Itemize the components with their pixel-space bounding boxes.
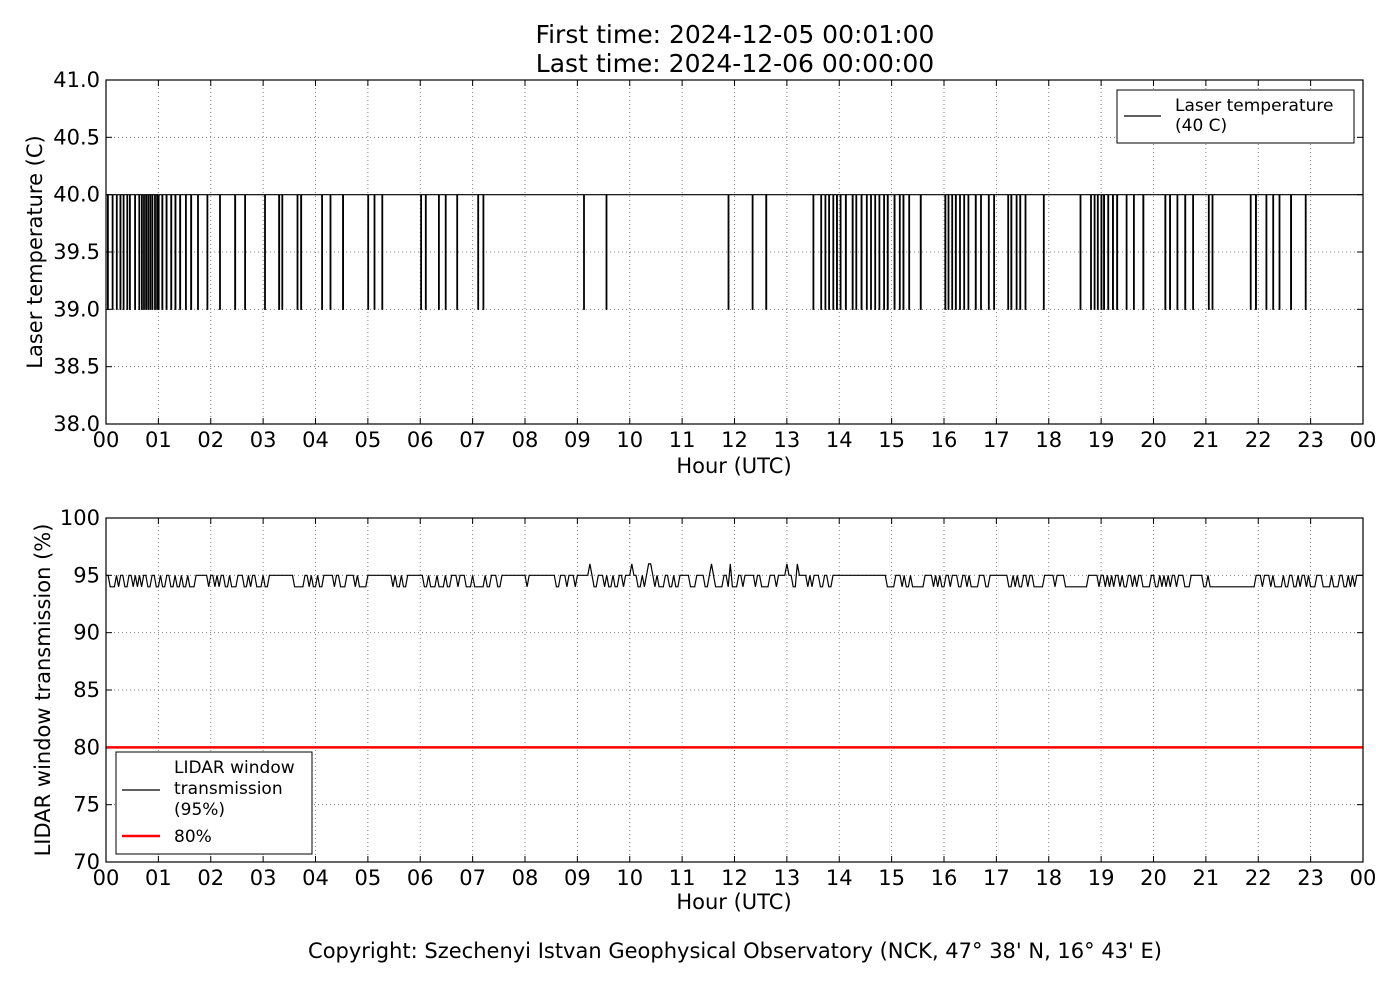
x-tick-label: 03 (250, 866, 277, 890)
x-tick-label: 19 (1088, 866, 1115, 890)
y-tick-label: 39.5 (53, 240, 100, 264)
x-tick-label: 00 (1350, 428, 1377, 452)
legend-label-line-3: (95%) (174, 800, 225, 820)
x-tick-label: 06 (407, 866, 434, 890)
x-tick-label: 07 (459, 428, 486, 452)
x-tick-label: 04 (302, 428, 329, 452)
x-tick-label: 10 (616, 428, 643, 452)
x-tick-label: 16 (931, 866, 958, 890)
x-tick-label: 21 (1193, 428, 1220, 452)
y-tick-label: 38.5 (53, 355, 100, 379)
legend-threshold-label: 80% (174, 827, 212, 847)
laser-temperature-panel: 00 01 02 03 04 05 06 07 08 09 10 11 12 13 14 15 16 17 18 19… (23, 68, 1376, 478)
x-tick-label: 13 (774, 866, 801, 890)
y-axis-label: LIDAR window transmission (%) (31, 524, 55, 857)
y-tick-label: 85 (73, 678, 100, 702)
x-tick-label: 00 (93, 428, 120, 452)
x-tick-label: 14 (826, 866, 853, 890)
legend-label-line-1: Laser temperature (1175, 96, 1333, 116)
x-tick-label: 12 (721, 866, 748, 890)
title-line-1: First time: 2024-12-05 00:01:00 (536, 20, 935, 49)
x-tick-label: 22 (1245, 428, 1272, 452)
x-tick-label: 05 (355, 866, 382, 890)
x-tick-label: 01 (145, 866, 172, 890)
y-tick-label: 100 (60, 506, 100, 530)
y-tick-label: 41.0 (53, 68, 100, 92)
x-tick-label: 10 (616, 866, 643, 890)
lidar-transmission-panel: 00 01 02 03 04 05 06 07 08 09 10 11 12 13 14 15 16 17 18 19… (31, 506, 1376, 914)
x-tick-label: 03 (250, 428, 277, 452)
x-tick-label: 04 (302, 866, 329, 890)
x-tick-label: 15 (878, 866, 905, 890)
y-tick-label: 38.0 (53, 412, 100, 436)
x-tick-label: 01 (145, 428, 172, 452)
y-tick-labels: 38.0 38.5 39.0 39.5 40.0 40.5 41.0 (53, 68, 100, 436)
x-tick-label: 14 (826, 428, 853, 452)
legend: Laser temperature (40 C) (1116, 89, 1355, 144)
x-tick-label: 15 (878, 428, 905, 452)
x-tick-label: 09 (564, 866, 591, 890)
x-tick-label: 11 (669, 866, 696, 890)
laser-temperature-line (106, 194, 1363, 310)
legend-label: LIDAR window transmission (95%) (174, 758, 300, 820)
y-axis-label: Laser temperature (C) (23, 135, 47, 368)
copyright-footer: Copyright: Szechenyi Istvan Geophysical … (308, 939, 1162, 963)
x-tick-label: 21 (1193, 866, 1220, 890)
x-axis-label: Hour (UTC) (676, 454, 791, 478)
x-tick-label: 13 (774, 428, 801, 452)
x-tick-label: 18 (1035, 428, 1062, 452)
x-tick-label: 00 (93, 866, 120, 890)
y-tick-label: 95 (73, 563, 100, 587)
x-tick-label: 19 (1088, 428, 1115, 452)
lidar-transmission-line (106, 563, 1363, 588)
y-tick-label: 70 (73, 850, 100, 874)
y-tick-label: 90 (73, 621, 100, 645)
x-tick-label: 09 (564, 428, 591, 452)
y-tick-label: 40.5 (53, 125, 100, 149)
x-tick-label: 06 (407, 428, 434, 452)
x-tick-labels: 00 01 02 03 04 05 06 07 08 09 10 11 12 13 14 15 16 17 18 19… (93, 428, 1377, 452)
x-tick-label: 05 (355, 428, 382, 452)
legend-label-line-2: (40 C) (1175, 116, 1227, 136)
legend: LIDAR window transmission (95%) 80% (115, 751, 313, 855)
x-tick-label: 07 (459, 866, 486, 890)
legend-label: Laser temperature (40 C) (1175, 96, 1339, 136)
x-tick-labels: 00 01 02 03 04 05 06 07 08 09 10 11 12 13 14 15 16 17 18 19… (93, 866, 1377, 890)
plot-frame (105, 79, 1364, 425)
x-tick-label: 22 (1245, 866, 1272, 890)
plot-frame (105, 517, 1364, 863)
x-tick-label: 20 (1140, 866, 1167, 890)
legend-label-line-1: LIDAR window (174, 758, 295, 778)
legend-label-line-2: transmission (174, 779, 283, 799)
x-tick-label: 18 (1035, 866, 1062, 890)
x-tick-label: 20 (1140, 428, 1167, 452)
x-tick-label: 11 (669, 428, 696, 452)
x-axis-label: Hour (UTC) (676, 890, 791, 914)
x-tick-label: 16 (931, 428, 958, 452)
y-tick-label: 80 (73, 735, 100, 759)
x-tick-label: 23 (1297, 428, 1324, 452)
title-line-2: Last time: 2024-12-06 00:00:00 (536, 49, 934, 78)
x-tick-label: 08 (512, 866, 539, 890)
y-tick-label: 39.0 (53, 297, 100, 321)
x-tick-label: 00 (1350, 866, 1377, 890)
x-tick-label: 02 (197, 866, 224, 890)
y-tick-label: 40.0 (53, 183, 100, 207)
x-tick-label: 08 (512, 428, 539, 452)
x-tick-label: 17 (983, 428, 1010, 452)
x-tick-label: 02 (197, 428, 224, 452)
y-tick-labels: 70 75 80 85 90 95 100 (60, 506, 100, 874)
x-tick-label: 12 (721, 428, 748, 452)
x-tick-label: 17 (983, 866, 1010, 890)
y-tick-label: 75 (73, 793, 100, 817)
x-tick-label: 23 (1297, 866, 1324, 890)
